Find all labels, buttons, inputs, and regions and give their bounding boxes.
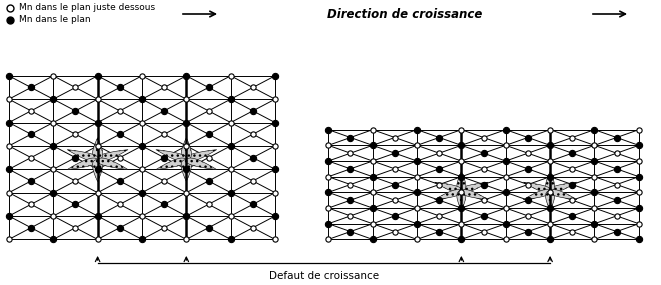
Polygon shape	[97, 158, 128, 170]
Polygon shape	[549, 190, 577, 200]
Polygon shape	[93, 138, 102, 160]
Polygon shape	[67, 158, 98, 170]
Text: Mn dans le plan: Mn dans le plan	[19, 15, 91, 25]
Polygon shape	[93, 160, 102, 182]
Polygon shape	[181, 160, 192, 182]
Polygon shape	[545, 172, 555, 191]
Text: Defaut de croissance: Defaut de croissance	[269, 271, 379, 281]
Polygon shape	[524, 182, 551, 192]
Polygon shape	[545, 191, 555, 210]
Polygon shape	[186, 150, 217, 161]
Polygon shape	[156, 158, 187, 170]
Text: Mn dans le plan juste dessous: Mn dans le plan juste dessous	[19, 3, 155, 13]
Polygon shape	[457, 191, 466, 210]
Polygon shape	[181, 138, 192, 160]
Polygon shape	[97, 150, 128, 161]
Polygon shape	[434, 182, 462, 192]
Polygon shape	[549, 182, 577, 192]
Polygon shape	[67, 150, 98, 161]
Polygon shape	[461, 182, 488, 192]
Polygon shape	[461, 190, 488, 200]
Polygon shape	[434, 190, 462, 200]
Text: Direction de croissance: Direction de croissance	[327, 7, 483, 21]
Polygon shape	[156, 150, 187, 161]
Polygon shape	[186, 158, 217, 170]
Polygon shape	[457, 172, 466, 191]
Polygon shape	[524, 190, 551, 200]
